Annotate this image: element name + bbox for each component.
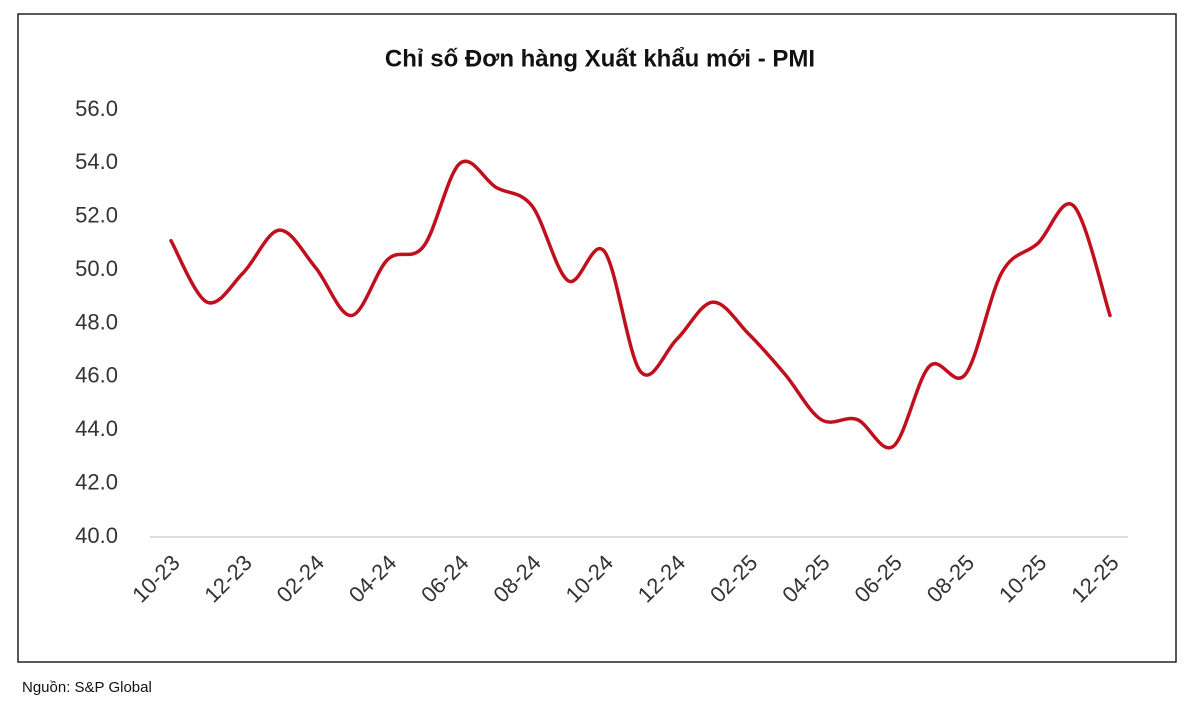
y-tick-label: 40.0: [75, 523, 118, 548]
y-tick-label: 42.0: [75, 469, 118, 494]
chart-title: Chỉ số Đơn hàng Xuất khẩu mới - PMI: [385, 45, 815, 72]
y-tick-label: 52.0: [75, 203, 118, 228]
y-tick-label: 56.0: [75, 96, 118, 121]
y-tick-label: 44.0: [75, 416, 118, 441]
data-line: [169, 159, 1112, 450]
y-tick-label: 46.0: [75, 363, 118, 388]
source-note: Nguồn: S&P Global: [22, 679, 152, 696]
y-tick-label: 54.0: [75, 149, 118, 174]
chart-frame: [17, 13, 1177, 663]
y-tick-label: 50.0: [75, 256, 118, 281]
y-tick-label: 48.0: [75, 309, 118, 334]
